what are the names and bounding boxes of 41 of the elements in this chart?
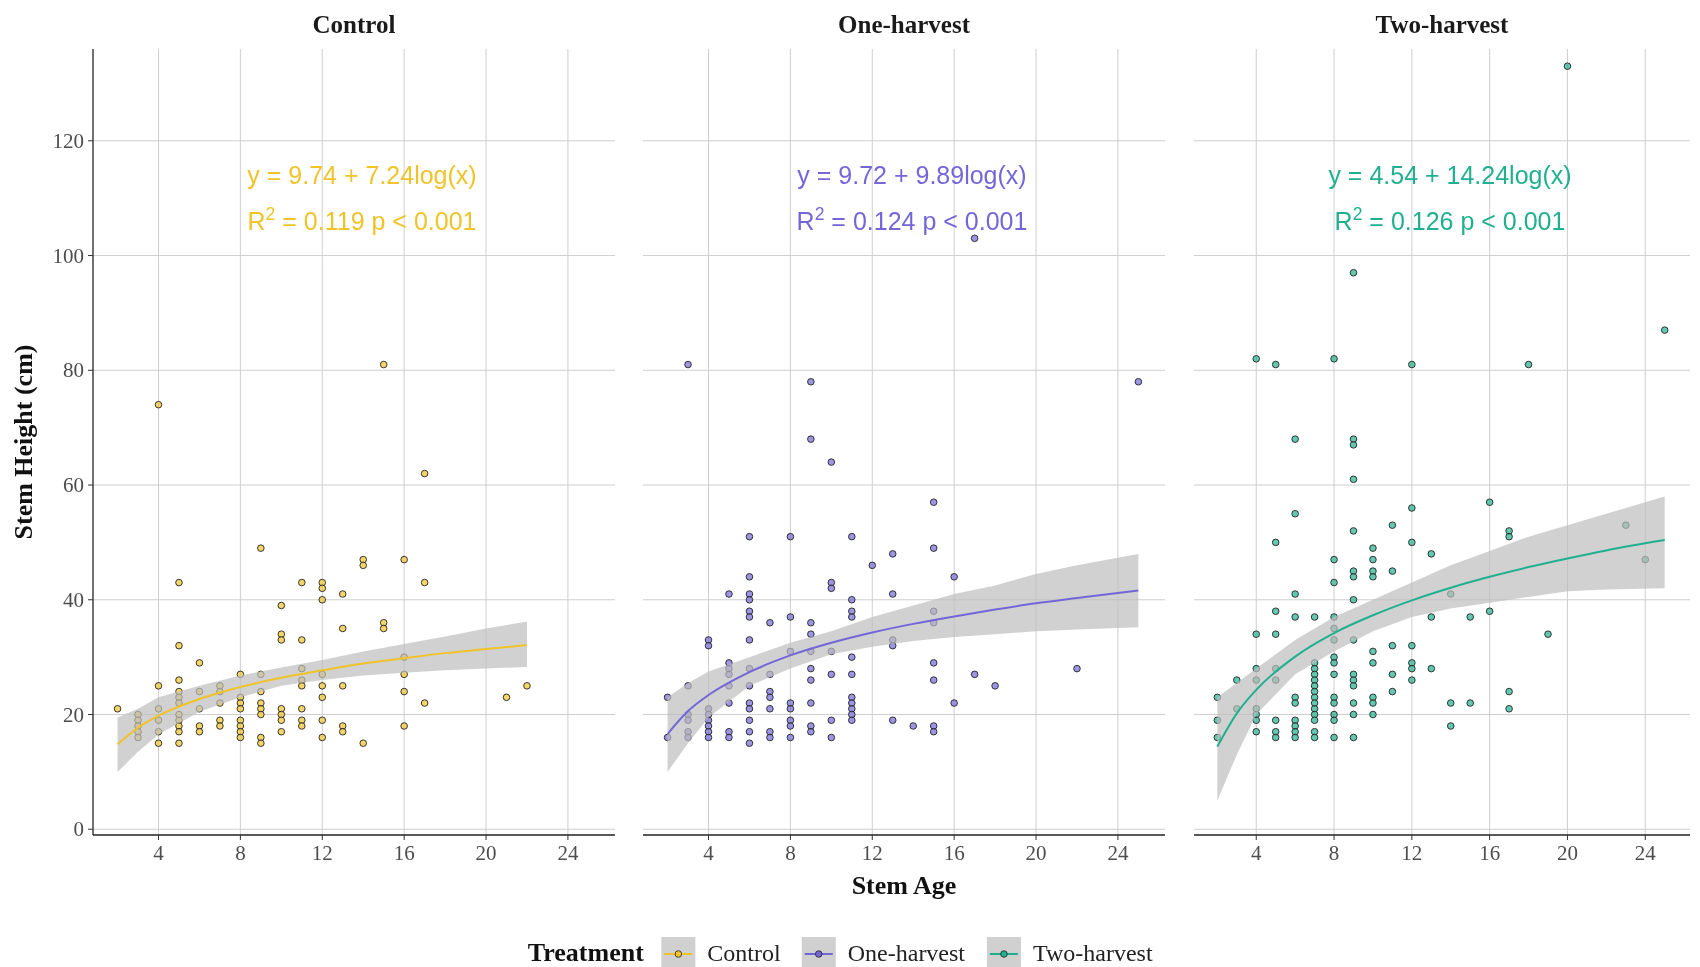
x-tick-label: 20 [1556, 841, 1578, 865]
chart-title: Two-harvest [1375, 11, 1510, 38]
y-tick-label: 100 [52, 243, 84, 268]
chart-title: One-harvest [838, 11, 971, 38]
x-axis-title: Stem Age [851, 871, 957, 900]
x-tick-label: 4 [153, 841, 165, 865]
annotation: y = 9.74 + 7.24log(x) [247, 161, 477, 189]
line-series [116, 644, 528, 746]
y-axis-title: Stem Height (cm) [9, 344, 38, 540]
x-tick-label: 8 [785, 841, 796, 865]
y-tick-label: 40 [63, 587, 84, 612]
x-tick-label: 24 [557, 841, 579, 865]
x-tick-label: 16 [1479, 841, 1501, 865]
x-tick-label: 16 [943, 841, 965, 865]
y-tick-label: 20 [63, 702, 84, 727]
legend-label: One-harvest [847, 940, 966, 966]
x-tick-label: 24 [1107, 841, 1129, 865]
y-tick-label: 80 [63, 358, 84, 383]
x-tick-label: 12 [861, 841, 883, 865]
legend-label: Two-harvest [1032, 940, 1153, 966]
annotation: R$^{2}$ = 0.119 p < 0.001 [247, 204, 477, 235]
x-tick-label: 20 [475, 841, 497, 865]
annotation: y = 4.54 + 14.24log(x) [1328, 161, 1572, 189]
annotation: R$^{2}$ = 0.124 p < 0.001 [796, 204, 1028, 235]
x-tick-label: 4 [1250, 841, 1262, 865]
y-tick-label: 60 [63, 473, 84, 498]
annotation: R$^{2}$ = 0.126 p < 0.001 [1334, 204, 1566, 235]
x-tick-label: 12 [311, 841, 333, 865]
x-tick-label: 4 [703, 841, 715, 865]
legend-title: Treatment [527, 938, 645, 967]
x-tick-label: 12 [1401, 841, 1423, 865]
y-tick-label: 120 [52, 128, 84, 153]
chart-title: Control [312, 11, 396, 38]
x-tick-label: 20 [1025, 841, 1047, 865]
x-tick-label: 16 [393, 841, 415, 865]
y-tick-label: 0 [73, 817, 84, 842]
annotation: y = 9.72 + 9.89log(x) [797, 161, 1027, 189]
x-tick-label: 8 [235, 841, 246, 865]
x-tick-label: 8 [1328, 841, 1340, 865]
legend-label: Control [707, 940, 782, 966]
x-tick-label: 24 [1634, 841, 1657, 865]
